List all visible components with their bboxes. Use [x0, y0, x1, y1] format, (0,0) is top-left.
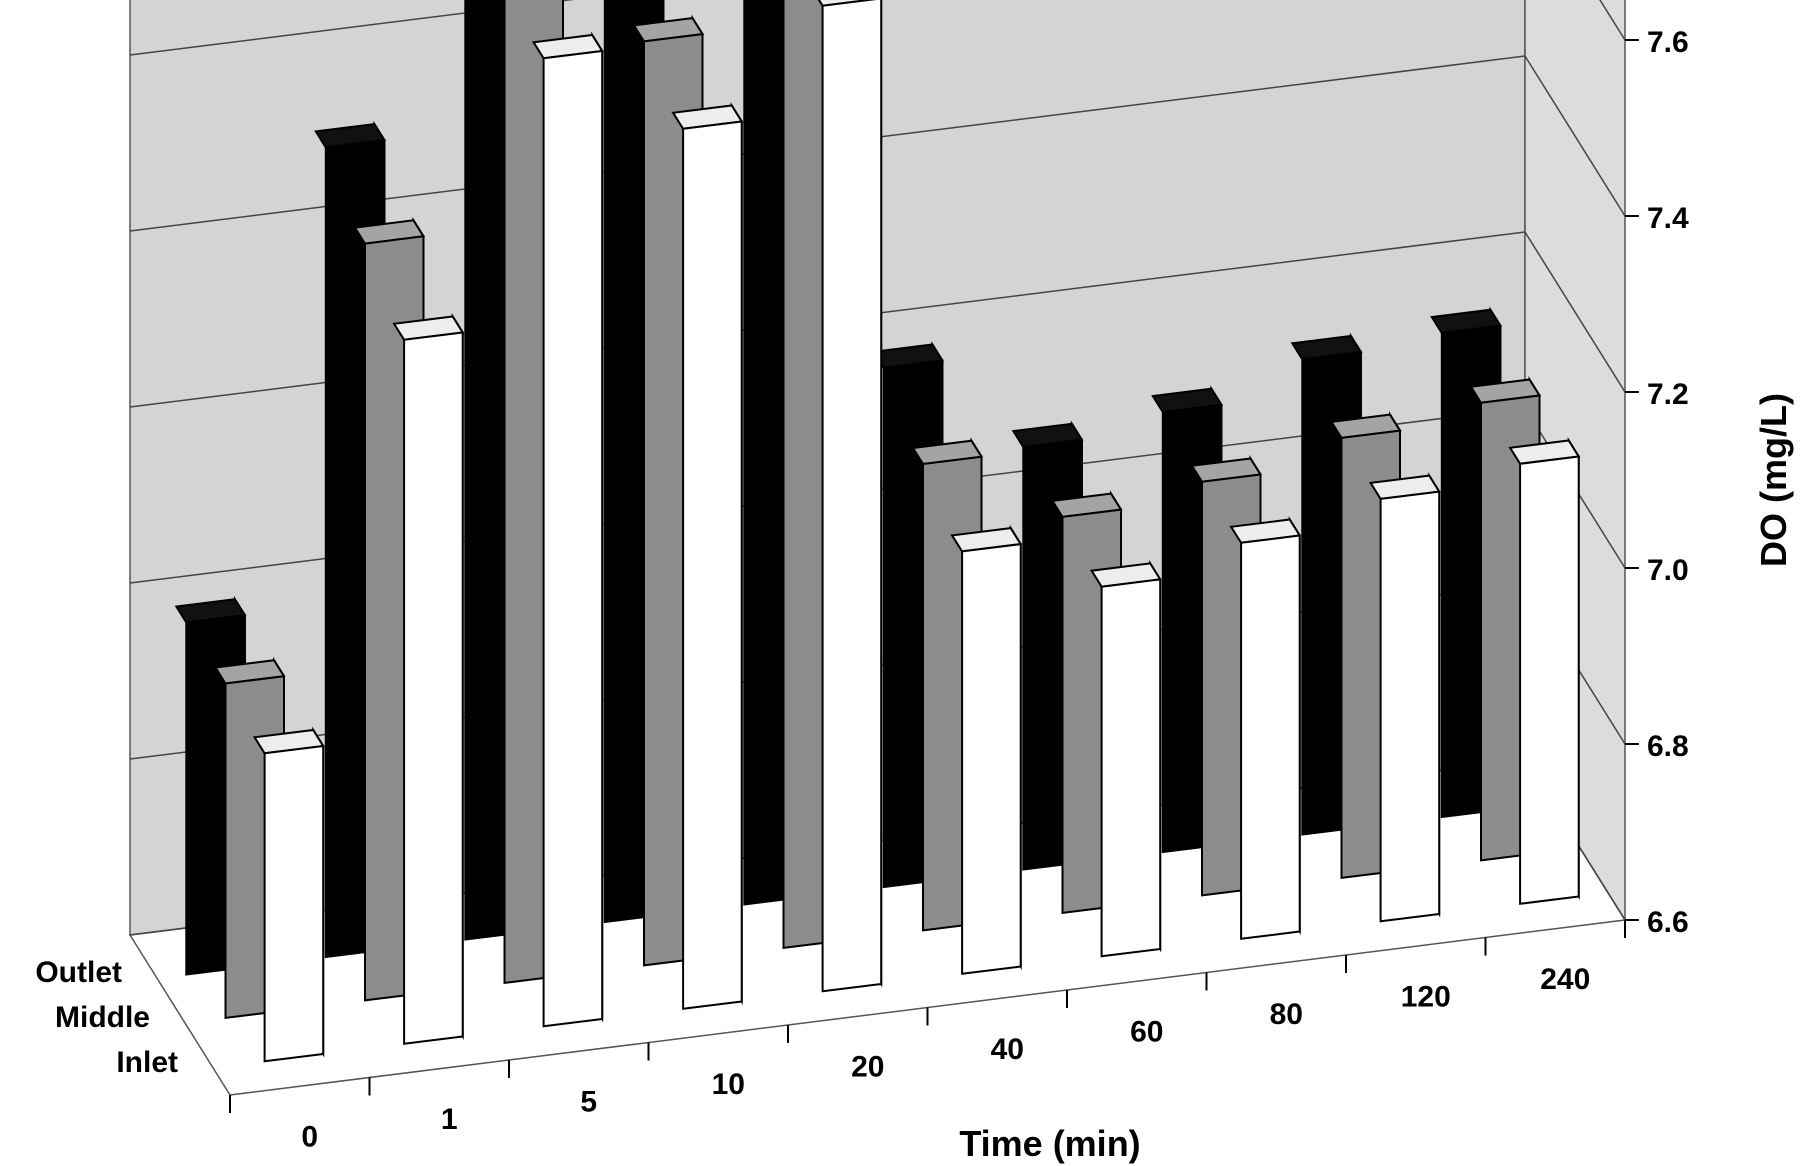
y-axis-title: DO (mg/L) [1753, 393, 1794, 567]
y-tick-label: 6.8 [1647, 730, 1689, 763]
bar-inlet-1 [392, 313, 465, 1045]
x-tick-label: 240 [1540, 963, 1590, 996]
y-tick-label: 6.6 [1647, 906, 1689, 939]
x-axis-title: Time (min) [959, 1123, 1140, 1164]
bar-inlet-40 [950, 524, 1023, 975]
x-tick-label: 40 [991, 1033, 1024, 1066]
bar-inlet-80 [1229, 516, 1302, 940]
x-tick-label: 10 [712, 1068, 745, 1101]
x-tick-label: 20 [851, 1050, 884, 1083]
x-tick-label: 60 [1130, 1015, 1163, 1048]
series-label-middle: Middle [55, 1001, 150, 1034]
axes [229, 39, 1639, 1113]
series-label-outlet: Outlet [35, 956, 122, 989]
bar-inlet-10 [671, 102, 744, 1010]
y-tick-label: 7.4 [1647, 202, 1689, 235]
bar-inlet-60 [1089, 559, 1162, 958]
x-tick-label: 5 [580, 1085, 597, 1118]
y-tick-label: 7.2 [1647, 378, 1689, 411]
bar-inlet-240 [1508, 437, 1581, 905]
bar-inlet-120 [1368, 472, 1441, 923]
y-tick-label: 7.0 [1647, 554, 1689, 587]
x-tick-label: 1 [441, 1103, 458, 1136]
x-tick-label: 80 [1270, 998, 1303, 1031]
bar-inlet-20 [817, 0, 883, 993]
x-tick-label: 0 [301, 1120, 318, 1153]
bar-inlet-0 [252, 726, 325, 1063]
x-tick-label: 120 [1401, 980, 1451, 1013]
y-tick-label: 7.6 [1647, 26, 1689, 59]
bar-inlet-5 [531, 31, 604, 1028]
axis-labels: 6.66.87.07.27.47.67.80151020406080120240… [35, 26, 1689, 1153]
bars [174, 0, 1581, 1063]
series-label-inlet: Inlet [116, 1046, 178, 1079]
